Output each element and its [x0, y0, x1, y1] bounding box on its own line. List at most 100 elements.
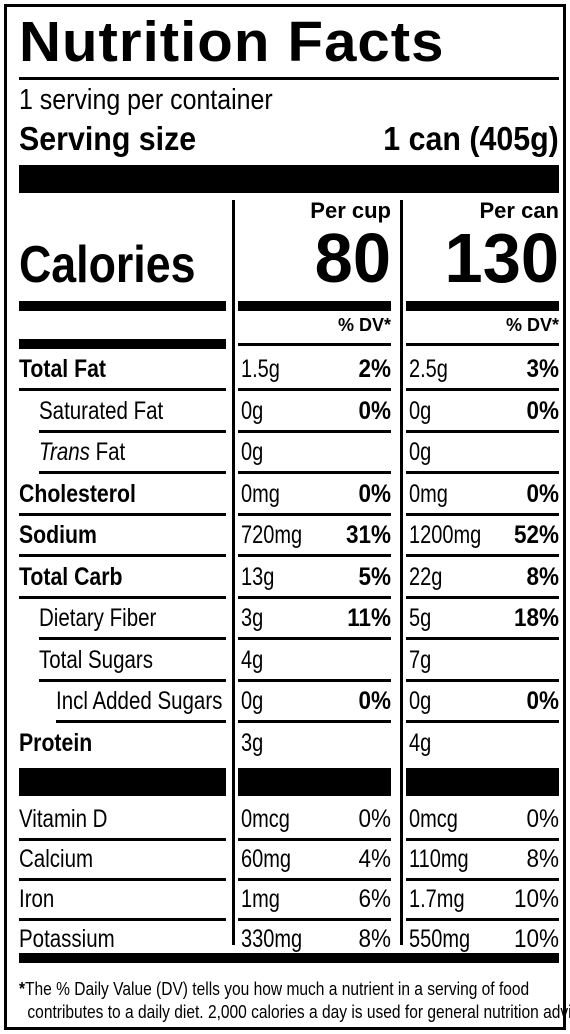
row-rule	[238, 388, 391, 391]
nutrient-name-text: Total Fat	[19, 355, 106, 383]
nutrient-row: Sodium 720mg 31% 1200mg 52%	[19, 515, 559, 557]
row-rule	[39, 678, 226, 682]
row-rule	[238, 678, 391, 682]
row-rule	[19, 878, 226, 881]
per-can-dv: 8%	[526, 845, 559, 873]
servings-per-container: 1 serving per container	[19, 84, 273, 116]
calories-label: Calories	[19, 236, 196, 294]
nutrient-name: Trans Fat	[39, 432, 125, 472]
nutrient-name-text: Saturated Fat	[39, 396, 164, 425]
row-rule	[39, 471, 226, 474]
per-can-amount: 0mg	[409, 479, 448, 508]
vitamin-row: Potassium 330mg 8% 550mg 10%	[19, 919, 559, 961]
nutrient-name-text: Cholesterol	[19, 479, 136, 508]
per-cup-amount: 3g	[241, 728, 264, 757]
per-can-dv: 0%	[526, 805, 559, 833]
nutrient-name: Total Sugars	[39, 640, 153, 680]
row-rule	[406, 388, 559, 391]
vitamin-row: Iron 1mg 6% 1.7mg 10%	[19, 879, 559, 921]
vitamin-divider	[406, 768, 559, 796]
row-rule	[238, 429, 391, 433]
row-rule	[406, 512, 559, 516]
per-cup-amount: 0g	[241, 438, 264, 466]
row-rule	[56, 720, 226, 723]
row-rule	[238, 554, 391, 557]
nutrient-row: Total Carb 13g 5% 22g 8%	[19, 557, 559, 599]
per-can-dv: 0%	[526, 479, 559, 508]
vitamin-divider	[19, 768, 226, 796]
row-rule	[406, 595, 559, 599]
per-cup-amount: 13g	[241, 562, 275, 591]
row-rule	[19, 595, 226, 599]
per-can-dv: 10%	[513, 925, 559, 953]
per-can-dv: 8%	[526, 562, 559, 591]
bottom-rule	[19, 953, 559, 963]
row-rule	[406, 720, 559, 723]
per-can-dv-header: % DV*	[505, 315, 559, 335]
nutrient-row: Total Sugars 4g 7g	[19, 640, 559, 682]
nutrient-row: Total Fat 1.5g 2% 2.5g 3%	[19, 349, 559, 391]
nutrient-name: Incl Added Sugars	[56, 681, 222, 721]
row-rule	[238, 720, 391, 723]
per-can-amount: 1200mg	[409, 521, 482, 549]
per-cup-dv: 2%	[358, 355, 391, 383]
per-cup-dv: 4%	[358, 845, 391, 873]
row-rule	[406, 471, 559, 474]
serving-size-row: Serving size 1 can (405g)	[19, 117, 559, 163]
footnote-line-2: contributes to a daily diet. 2,000 calor…	[27, 1001, 570, 1022]
row-rule	[39, 637, 226, 640]
per-cup-amount: 1.5g	[241, 355, 280, 383]
per-can-amount: 1.7mg	[409, 885, 465, 913]
row-rule	[19, 554, 226, 557]
nutrient-name: Cholesterol	[19, 474, 136, 514]
nutrient-row: Saturated Fat 0g 0% 0g 0%	[19, 391, 559, 433]
nutrient-row: Protein 3g 4g	[19, 723, 559, 765]
row-rule	[406, 878, 559, 881]
per-can-dv: 0%	[526, 687, 559, 715]
nutrient-name-text: Dietary Fiber	[39, 604, 157, 632]
vitamin-name: Calcium	[19, 845, 94, 873]
per-cup-dv: 0%	[358, 396, 391, 425]
row-rule	[406, 429, 559, 433]
row-rule	[238, 512, 391, 516]
per-can-amount: 550mg	[409, 925, 471, 953]
per-can-amount: 0g	[409, 396, 432, 425]
per-cup-amount: 0g	[241, 687, 264, 715]
column-divider-right	[400, 200, 403, 945]
per-cup-amount: 60mg	[241, 845, 292, 873]
per-can-amount: 0g	[409, 687, 432, 715]
per-cup-dv-header: % DV*	[337, 315, 391, 335]
per-cup-dv: 11%	[347, 604, 391, 632]
footnote-line-1: The % Daily Value (DV) tells you how muc…	[25, 978, 530, 999]
per-cup-header: Per cup	[310, 198, 391, 223]
nutrient-name-text: Protein	[19, 728, 93, 757]
calories-rule	[19, 301, 226, 311]
nutrient-row: Dietary Fiber 3g 11% 5g 18%	[19, 598, 559, 640]
per-can-header: Per can	[479, 198, 560, 223]
per-cup-amount: 0mg	[241, 479, 280, 508]
row-rule	[19, 838, 226, 841]
row-rule	[19, 388, 226, 391]
nutrient-name: Saturated Fat	[39, 391, 163, 431]
row-rule	[39, 429, 226, 433]
row-rule	[238, 918, 391, 921]
row-rule	[406, 637, 559, 640]
per-cup-dv: 5%	[358, 562, 391, 591]
header-rule	[406, 343, 559, 346]
per-cup-dv: 6%	[358, 885, 391, 913]
footnote-asterisk: *	[19, 978, 26, 999]
per-can-amount: 0g	[409, 438, 432, 466]
nutrient-row: Trans Fat 0g 0g	[19, 432, 559, 474]
per-can-amount: 22g	[409, 562, 443, 591]
per-can-amount: 4g	[409, 728, 432, 757]
vitamin-divider	[238, 768, 391, 796]
row-rule	[406, 838, 559, 841]
per-cup-dv: 0%	[358, 805, 391, 833]
vitamin-row: Vitamin D 0mcg 0% 0mcg 0%	[19, 799, 559, 841]
nutrient-name-text: Sodium	[19, 521, 97, 549]
thick-divider	[19, 165, 559, 193]
nutrient-name: Dietary Fiber	[39, 598, 156, 638]
per-can-amount: 2.5g	[409, 355, 448, 383]
nutrient-row: Cholesterol 0mg 0% 0mg 0%	[19, 474, 559, 516]
label-inner: Nutrition Facts 1 serving per container …	[19, 7, 559, 983]
